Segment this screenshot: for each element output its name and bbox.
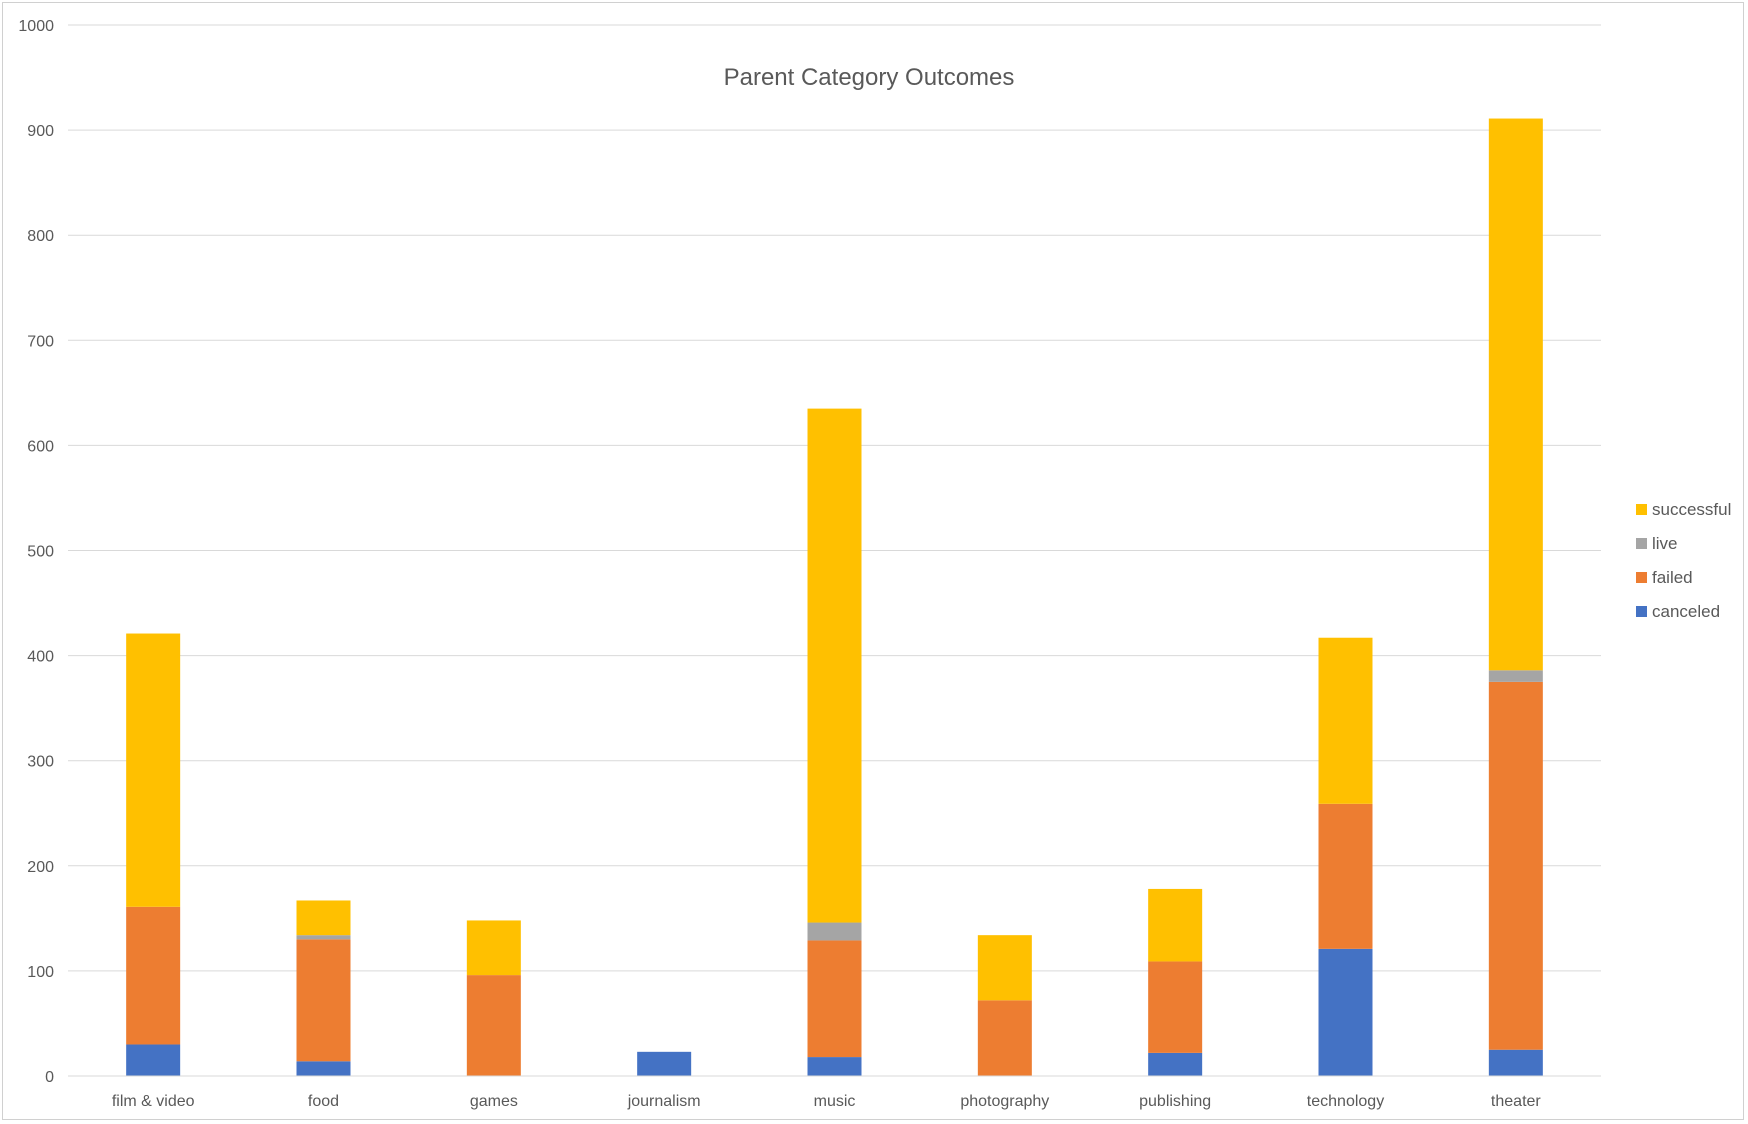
y-tick-label: 900 bbox=[27, 123, 54, 140]
y-tick-label: 500 bbox=[27, 544, 54, 561]
y-tick-label: 200 bbox=[27, 859, 54, 876]
y-tick-label: 0 bbox=[45, 1069, 54, 1086]
y-tick-label: 700 bbox=[27, 333, 54, 350]
legend-swatch-canceled bbox=[1636, 606, 1647, 617]
x-tick-label: publishing bbox=[1139, 1093, 1211, 1110]
legend-label-failed: failed bbox=[1652, 568, 1693, 587]
bar-canceled-film-video bbox=[126, 1044, 181, 1076]
bar-failed-theater bbox=[1488, 681, 1543, 1050]
legend: successful live failed canceled bbox=[1636, 500, 1731, 621]
y-tick-label: 100 bbox=[27, 964, 54, 981]
bar-failed-publishing bbox=[1148, 961, 1203, 1053]
bar-live-music bbox=[807, 922, 862, 941]
bar-successful-technology bbox=[1318, 637, 1373, 804]
bar-successful-music bbox=[807, 408, 862, 923]
bar-failed-photography bbox=[977, 1000, 1032, 1076]
bars bbox=[126, 118, 1543, 1076]
bar-successful-publishing bbox=[1148, 888, 1203, 962]
bar-failed-food bbox=[296, 939, 351, 1062]
bar-failed-technology bbox=[1318, 803, 1373, 949]
x-tick-label: journalism bbox=[627, 1093, 701, 1110]
bar-live-food bbox=[296, 935, 351, 940]
bar-canceled-food bbox=[296, 1061, 351, 1076]
bar-successful-theater bbox=[1488, 118, 1543, 671]
bar-successful-food bbox=[296, 900, 351, 936]
x-axis: film & video food games journalism music phot… bbox=[68, 1075, 1601, 1110]
y-tick-label: 1000 bbox=[18, 18, 54, 35]
bar-canceled-music bbox=[807, 1057, 862, 1076]
x-tick-label: film & video bbox=[112, 1093, 195, 1110]
legend-label-canceled: canceled bbox=[1652, 602, 1720, 621]
x-tick-label: technology bbox=[1307, 1093, 1384, 1110]
chart-title: Parent Category Outcomes bbox=[724, 64, 1015, 91]
bar-canceled-publishing bbox=[1148, 1052, 1203, 1076]
y-tick-label: 800 bbox=[27, 228, 54, 245]
legend-label-successful: successful bbox=[1652, 500, 1731, 519]
bar-successful-games bbox=[466, 920, 521, 976]
y-tick-label: 400 bbox=[27, 649, 54, 666]
legend-swatch-failed bbox=[1636, 572, 1647, 583]
bar-canceled-journalism bbox=[637, 1051, 692, 1076]
bar-canceled-theater bbox=[1488, 1049, 1543, 1076]
y-tick-label: 300 bbox=[27, 754, 54, 771]
y-tick-label: 600 bbox=[27, 438, 54, 455]
x-tick-label: music bbox=[814, 1093, 856, 1110]
bar-successful-photography bbox=[977, 935, 1032, 1001]
stacked-bar-chart: 0 100 200 300 400 500 600 700 800 900 1000 film & … bbox=[18, 18, 1731, 1110]
bar-canceled-technology bbox=[1318, 948, 1373, 1076]
bar-successful-film-video bbox=[126, 633, 181, 907]
bar-failed-games bbox=[466, 975, 521, 1076]
x-tick-label: games bbox=[470, 1093, 518, 1110]
y-axis: 0 100 200 300 400 500 600 700 800 900 1000 bbox=[18, 18, 54, 1086]
legend-swatch-successful bbox=[1636, 504, 1647, 515]
bar-failed-music bbox=[807, 940, 862, 1058]
x-tick-label: photography bbox=[960, 1093, 1049, 1110]
bar-live-theater bbox=[1488, 670, 1543, 682]
x-tick-label: food bbox=[308, 1093, 339, 1110]
bar-failed-film-video bbox=[126, 906, 181, 1045]
legend-swatch-live bbox=[1636, 538, 1647, 549]
x-tick-label: theater bbox=[1491, 1093, 1541, 1110]
legend-label-live: live bbox=[1652, 534, 1678, 553]
